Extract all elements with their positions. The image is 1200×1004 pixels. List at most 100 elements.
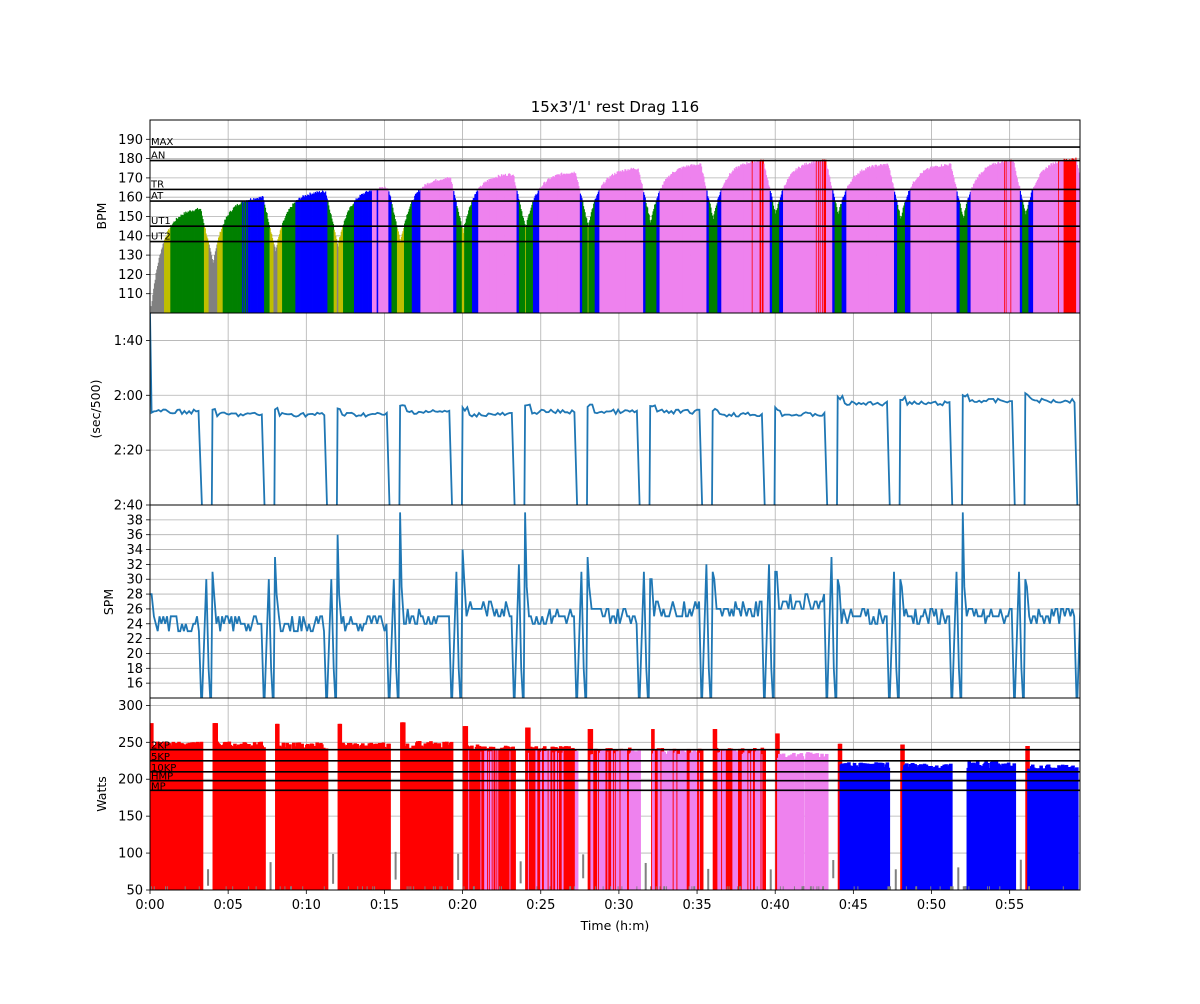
hr-zone-bar <box>212 262 214 313</box>
hr-zone-bar <box>973 183 975 313</box>
power-zone-bar <box>815 753 820 890</box>
hr-zone-bar <box>982 171 984 313</box>
hr-zone-bar <box>505 175 507 313</box>
hr-zone-bar <box>729 173 731 313</box>
hr-zone-bar <box>918 176 920 313</box>
hr-zone-bar <box>858 173 861 313</box>
power-rest-bar <box>1019 859 1022 890</box>
hr-zone-bar <box>585 217 587 313</box>
hr-zone-bar <box>178 217 180 313</box>
hr-zone-bar <box>329 212 331 313</box>
hr-zone-bar <box>257 199 260 313</box>
hr-zone-bar <box>396 225 398 313</box>
hr-zone-bar <box>165 236 167 313</box>
hr-zone-bar <box>218 236 220 313</box>
hr-zone-bar <box>556 174 558 313</box>
hr-zone-bar <box>153 288 155 313</box>
hr-zone-bar <box>898 210 900 313</box>
hr-zone-bar <box>772 201 774 313</box>
hr-zone-bar <box>1004 161 1007 313</box>
hr-zone-bar <box>411 200 413 313</box>
hr-zone-bar <box>256 197 258 313</box>
hr-zone-bar <box>667 178 669 313</box>
hr-zone-bar <box>1017 182 1019 313</box>
hr-zone-bar <box>1033 187 1035 313</box>
hr-zone-bar <box>795 168 797 313</box>
hr-zone-bar <box>789 176 791 313</box>
power-zone-bar <box>762 748 766 890</box>
hr-zone-bar <box>481 185 483 313</box>
hr-zone-bar <box>170 225 172 313</box>
hr-zone-bar <box>1008 161 1010 313</box>
hr-zone-bar <box>946 164 948 313</box>
hr-zone-bar <box>345 217 347 313</box>
hr-zone-bar <box>952 174 954 313</box>
hr-zone-bar <box>707 196 709 313</box>
hr-zone-bar <box>959 203 961 313</box>
hr-zone-bar <box>868 167 870 313</box>
hr-zone-bar <box>1018 185 1020 313</box>
hr-zone-bar <box>809 164 811 313</box>
hr-zone-bar <box>847 185 850 313</box>
hr-zone-bar <box>566 173 568 313</box>
hr-zone-bar <box>264 204 266 313</box>
power-zone-bar <box>387 743 391 890</box>
hr-zone-bar <box>960 207 962 313</box>
hr-zone-bar <box>338 241 340 313</box>
hr-zone-bar <box>651 214 653 313</box>
power-zone-bar <box>449 741 454 890</box>
hr-zone-bar <box>1028 200 1030 313</box>
hr-zone-bar <box>572 173 574 313</box>
hr-zone-bar <box>994 163 996 313</box>
hr-zone-bar <box>178 217 181 313</box>
hr-zone-bar <box>511 175 513 313</box>
hr-zone-bar <box>438 180 440 313</box>
hr-zone-bar <box>253 199 256 313</box>
hr-zone-bar <box>315 193 317 313</box>
hr-zone-bar <box>607 177 609 313</box>
hr-zone-bar <box>347 210 349 313</box>
hr-zone-bar <box>388 191 390 313</box>
hr-zone-bar <box>240 202 242 313</box>
hr-zone-bar <box>909 189 911 313</box>
hr-zone-bar <box>836 211 839 313</box>
hr-zone-bar <box>718 196 720 313</box>
hr-zone-bar <box>871 165 873 313</box>
hr-zone-bar <box>975 179 977 313</box>
hr-zone-bar <box>525 225 528 313</box>
hr-zone-bar <box>1069 159 1072 313</box>
hr-zone-bar <box>463 228 465 313</box>
hr-zone-bar <box>268 225 270 313</box>
hr-zone-bar <box>282 222 284 313</box>
power-zone-bar <box>929 765 933 890</box>
hr-zone-bar <box>287 211 289 313</box>
hr-zone-bar <box>474 194 476 313</box>
hr-zone-bar <box>897 204 899 313</box>
hr-zone-bar <box>883 163 885 313</box>
hr-zone-bar <box>483 182 485 313</box>
hr-zone-bar <box>294 202 296 313</box>
hr-zone-bar <box>1054 161 1057 313</box>
hr-zone-bar <box>873 167 875 313</box>
power-zone-bar <box>423 743 428 890</box>
hr-zone-bar <box>897 209 900 313</box>
hr-zone-bar <box>1058 160 1060 313</box>
hr-zone-bar <box>1072 158 1075 313</box>
hr-zone-bar <box>414 194 417 313</box>
hr-zone-bar <box>531 204 533 313</box>
hr-zone-bar <box>1069 159 1071 313</box>
hr-zone-bar <box>972 187 974 313</box>
hr-zone-bar <box>488 179 490 313</box>
hr-zone-bar <box>269 228 271 313</box>
power-zone-bar <box>572 749 577 890</box>
hr-zone-bar <box>1047 165 1050 313</box>
hr-zone-bar <box>208 244 210 313</box>
hr-zone-bar <box>998 163 1000 313</box>
hr-zone-bar <box>271 234 273 313</box>
hr-zone-bar <box>999 162 1001 313</box>
hr-zone-bar <box>551 177 553 313</box>
hr-zone-bar <box>919 173 921 313</box>
hr-zone-bar <box>704 182 706 313</box>
power-zone-bar <box>361 743 365 890</box>
